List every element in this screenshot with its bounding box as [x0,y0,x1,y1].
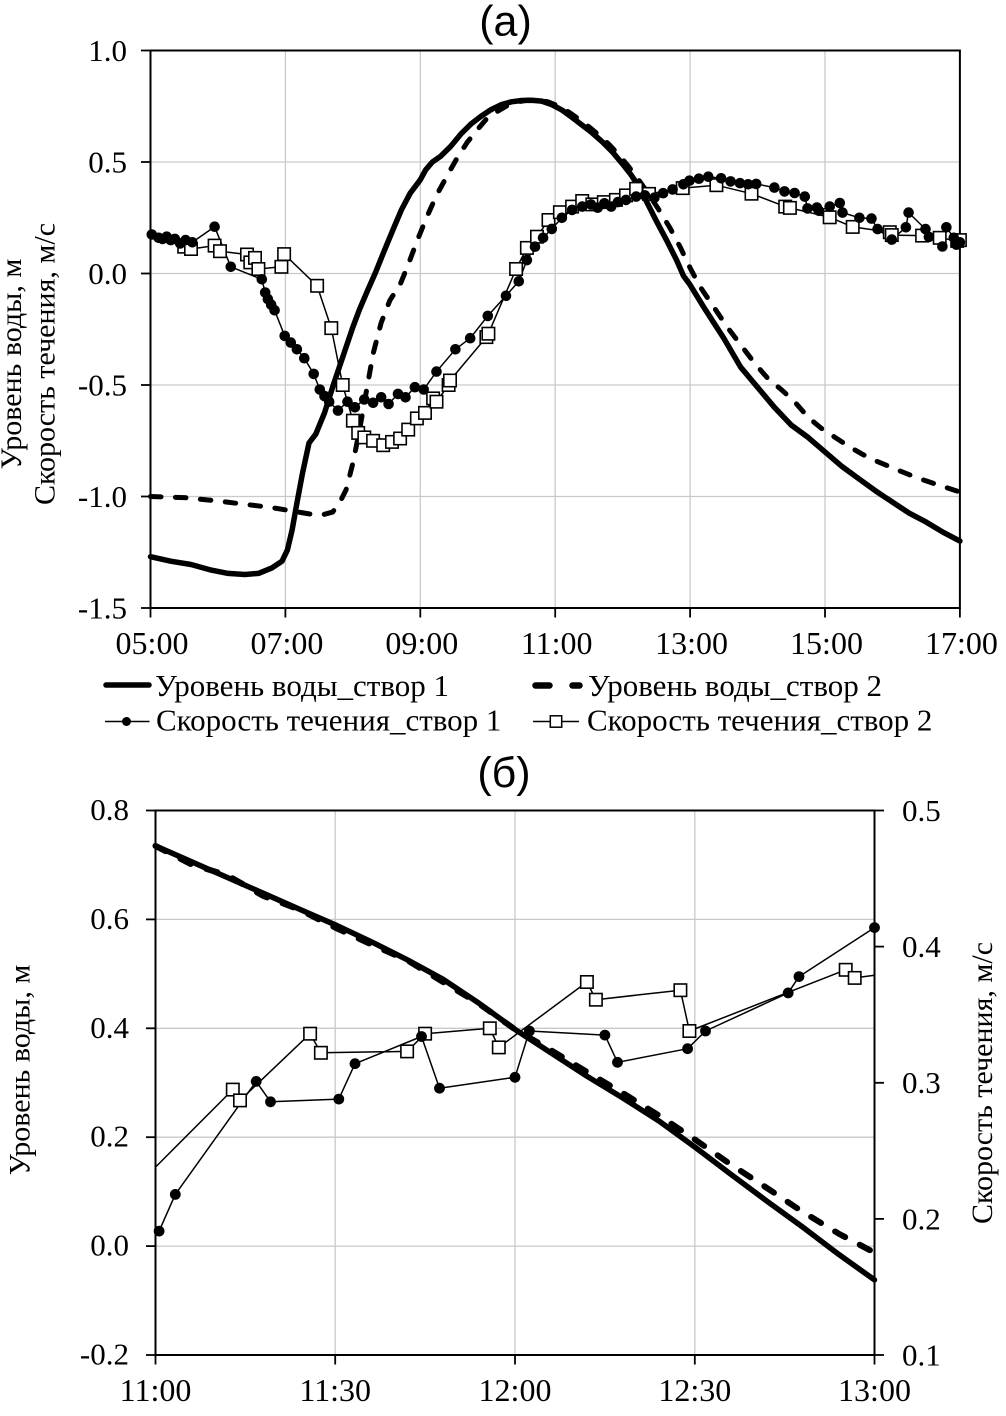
svg-text:1.0: 1.0 [88,33,127,68]
svg-text:12:00: 12:00 [479,1372,552,1408]
svg-text:07:00: 07:00 [250,625,323,661]
svg-text:09:00: 09:00 [385,625,458,661]
svg-text:05:00: 05:00 [116,625,189,661]
svg-text:(а): (а) [479,0,532,46]
svg-text:0.8: 0.8 [90,792,129,827]
svg-text:13:00: 13:00 [838,1372,911,1408]
svg-text:0.0: 0.0 [90,1228,129,1263]
svg-text:0.6: 0.6 [90,901,129,936]
svg-text:11:30: 11:30 [299,1372,371,1408]
svg-text:15:00: 15:00 [790,625,863,661]
svg-text:-0.2: -0.2 [80,1337,129,1372]
svg-text:13:00: 13:00 [655,625,728,661]
svg-text:0.0: 0.0 [88,256,127,291]
svg-text:-1.5: -1.5 [78,591,127,626]
svg-text:0.2: 0.2 [902,1201,941,1236]
svg-text:(б): (б) [477,749,530,797]
svg-text:0.5: 0.5 [88,145,127,180]
svg-text:17:00: 17:00 [925,625,998,661]
svg-text:Уровень воды_створ 2: Уровень воды_створ 2 [588,668,882,703]
svg-text:0.5: 0.5 [902,793,941,828]
svg-text:Скорость течения, м/с: Скорость течения, м/с [29,223,62,505]
svg-text:Скорость течения_створ 2: Скорость течения_створ 2 [587,703,932,738]
svg-text:-1.0: -1.0 [78,479,127,514]
svg-text:0.3: 0.3 [902,1065,941,1100]
svg-text:-0.5: -0.5 [78,368,127,403]
svg-text:11:00: 11:00 [521,625,593,661]
svg-text:Уровень воды, м: Уровень воды, м [0,259,28,470]
svg-text:11:00: 11:00 [120,1372,192,1408]
svg-text:0.1: 0.1 [902,1338,941,1373]
svg-text:Скорость течения_створ 1: Скорость течения_створ 1 [156,703,501,738]
svg-text:Уровень воды_створ 1: Уровень воды_створ 1 [155,668,449,703]
svg-text:0.4: 0.4 [902,929,941,964]
svg-text:0.2: 0.2 [90,1119,129,1154]
svg-text:0.4: 0.4 [90,1010,129,1045]
svg-text:12:30: 12:30 [658,1372,731,1408]
svg-text:Уровень воды, м: Уровень воды, м [4,965,37,1176]
svg-text:Скорость течения, м/с: Скорость течения, м/с [966,942,999,1224]
